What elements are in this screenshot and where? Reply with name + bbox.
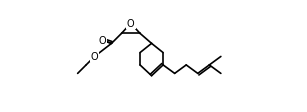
Text: O: O — [99, 36, 106, 46]
Text: O: O — [91, 52, 99, 62]
Text: O: O — [127, 19, 134, 29]
